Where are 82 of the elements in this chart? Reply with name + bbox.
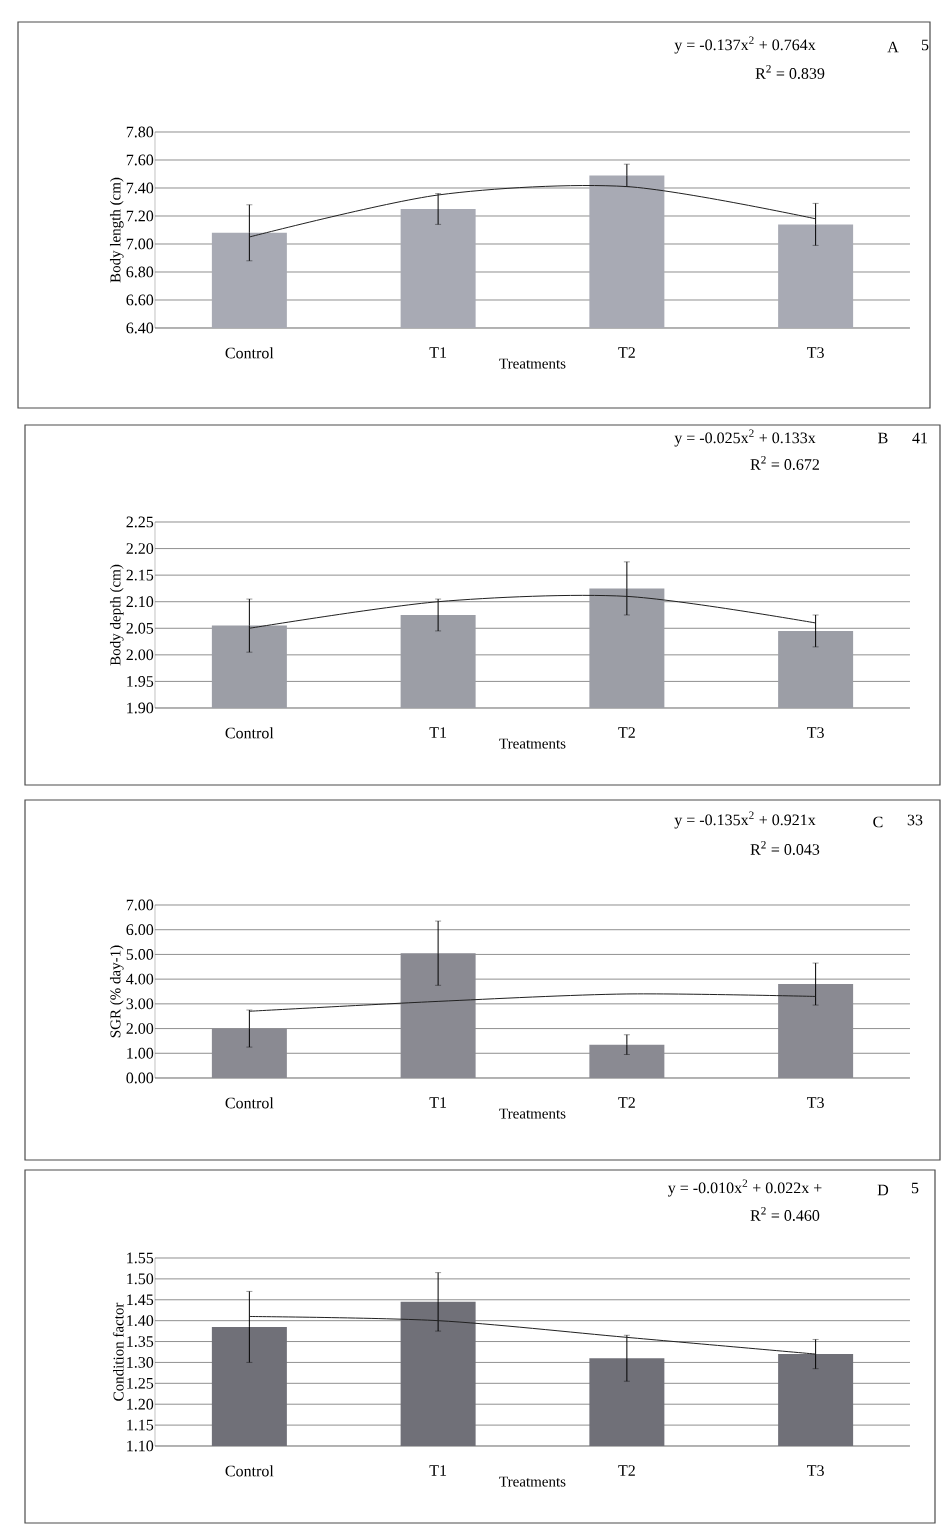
y-tick-label: 7.00 [126,238,154,250]
text: 33 [907,814,923,826]
bar [211,1028,287,1078]
y-tick-label: 2.00 [126,649,154,661]
text: 41 [912,432,927,444]
text: 5 [921,39,929,51]
y-tick-label: 1.55 [127,1252,154,1264]
x-axis-title: Treatments [499,358,566,369]
y-tick-label: 7.80 [126,126,154,138]
y-axis-title: Body depth (cm) [109,564,124,666]
y-tick-label: 1.00 [127,1047,154,1059]
x-tick-label: T3 [807,347,824,358]
x-tick-label: Control [225,347,274,359]
text: A [887,41,899,53]
x-tick-label: T1 [429,1465,447,1476]
y-tick-label: 2.10 [126,596,154,608]
y-tick-label: 7.40 [126,182,154,194]
y-tick-label: 1.90 [127,702,154,714]
line-series [248,185,817,238]
text: D [877,1184,889,1196]
bar [589,1044,665,1078]
y-tick-label: 1.35 [127,1336,154,1347]
text: y = -0.010x$^{2}$ + 0.022x + [667,1179,822,1197]
y-tick-label: 1.30 [127,1357,154,1368]
y-tick-label: 5.00 [126,949,154,960]
y-tick-label: 1.95 [127,676,154,687]
y-tick-label: 6.80 [126,266,154,278]
line-series [248,1315,817,1355]
y-tick-label: 1.10 [127,1440,154,1452]
y-tick-label: 1.20 [127,1398,154,1410]
y-tick-label: 7.00 [126,899,154,911]
x-tick-label: T2 [618,1465,635,1476]
x-axis-title: Treatments [499,738,566,749]
bar [778,984,854,1078]
text: 5 [911,1182,919,1194]
line-series [248,594,817,629]
x-tick-label: T3 [807,1097,824,1108]
text: y = -0.135x$^{2}$ + 0.921x [674,811,816,829]
y-tick-label: 3.00 [126,998,154,1010]
text: R$^{2}$ = 0.839 [755,65,825,79]
x-tick-label: Control [225,1097,274,1109]
y-tick-label: 2.25 [126,516,154,528]
text: B [878,432,888,444]
y-tick-label: 7.20 [126,210,154,222]
y-tick-label: 1.45 [127,1294,154,1306]
y-tick-label: 1.15 [127,1419,154,1431]
text: R$^{2}$ = 0.460 [750,1207,820,1221]
y-tick-label: 6.40 [126,322,154,334]
text: C [873,816,883,828]
y-axis-title: SGR (% day-1) [109,945,124,1038]
text: y = -0.137x$^{2}$ + 0.764x [674,36,816,54]
y-tick-label: 4.00 [126,973,154,985]
x-tick-label: Control [225,1465,274,1477]
x-tick-label: Control [225,727,274,739]
y-tick-label: 0.00 [126,1072,154,1084]
y-tick-label: 7.60 [126,154,154,166]
y-tick-label: 2.00 [126,1023,154,1034]
text: y = -0.025x$^{2}$ + 0.133x [674,429,816,447]
bar [400,953,476,1078]
y-tick-label: 2.05 [126,622,154,634]
line-series [248,993,817,1012]
text: R$^{2}$ = 0.043 [750,841,820,855]
y-tick-label: 2.15 [126,569,154,581]
y-axis-title: Condition factor [112,1302,124,1401]
x-tick-label: T3 [807,727,824,738]
x-tick-label: T2 [618,1097,635,1108]
x-axis-title: Treatments [499,1108,566,1119]
y-axis-title: Body length (cm) [109,177,124,283]
y-tick-label: 2.20 [126,543,154,554]
x-tick-label: T1 [429,727,447,738]
x-tick-label: T3 [807,1465,824,1476]
x-tick-label: T2 [618,347,635,358]
y-tick-label: 6.00 [126,924,154,936]
y-tick-label: 6.60 [126,294,154,306]
y-tick-label: 1.40 [127,1315,154,1327]
y-tick-label: 1.25 [127,1377,154,1389]
text: R$^{2}$ = 0.672 [750,456,819,470]
x-tick-label: T1 [429,347,447,358]
x-axis-title: Treatments [499,1476,566,1487]
x-tick-label: T2 [618,727,635,738]
y-tick-label: 1.50 [127,1273,154,1285]
x-tick-label: T1 [429,1097,447,1108]
